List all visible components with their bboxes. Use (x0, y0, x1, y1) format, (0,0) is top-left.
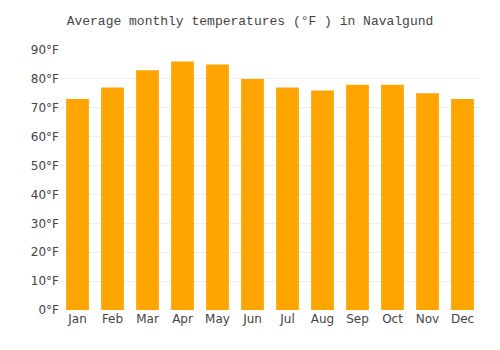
svg-text:Aug: Aug (311, 312, 334, 326)
svg-text:50°F: 50°F (31, 159, 59, 173)
svg-text:Feb: Feb (102, 312, 123, 326)
svg-text:Dec: Dec (451, 312, 474, 326)
svg-text:10°F: 10°F (31, 274, 59, 288)
svg-text:Average monthly temperatures (: Average monthly temperatures (°F ) in Na… (67, 14, 434, 29)
svg-text:Sep: Sep (346, 312, 369, 326)
svg-text:Jan: Jan (67, 312, 87, 326)
svg-text:Jul: Jul (279, 312, 294, 326)
svg-text:0°F: 0°F (38, 303, 59, 317)
svg-text:20°F: 20°F (31, 245, 59, 259)
svg-text:40°F: 40°F (31, 188, 59, 202)
svg-text:Nov: Nov (416, 312, 439, 326)
svg-text:30°F: 30°F (31, 217, 59, 231)
svg-text:Oct: Oct (382, 312, 403, 326)
svg-text:70°F: 70°F (31, 101, 59, 115)
svg-text:90°F: 90°F (31, 43, 59, 57)
svg-text:80°F: 80°F (31, 72, 59, 86)
svg-text:May: May (205, 312, 230, 326)
svg-text:Apr: Apr (172, 312, 193, 326)
svg-text:Jun: Jun (242, 312, 262, 326)
svg-text:Mar: Mar (136, 312, 159, 326)
svg-text:60°F: 60°F (31, 130, 59, 144)
